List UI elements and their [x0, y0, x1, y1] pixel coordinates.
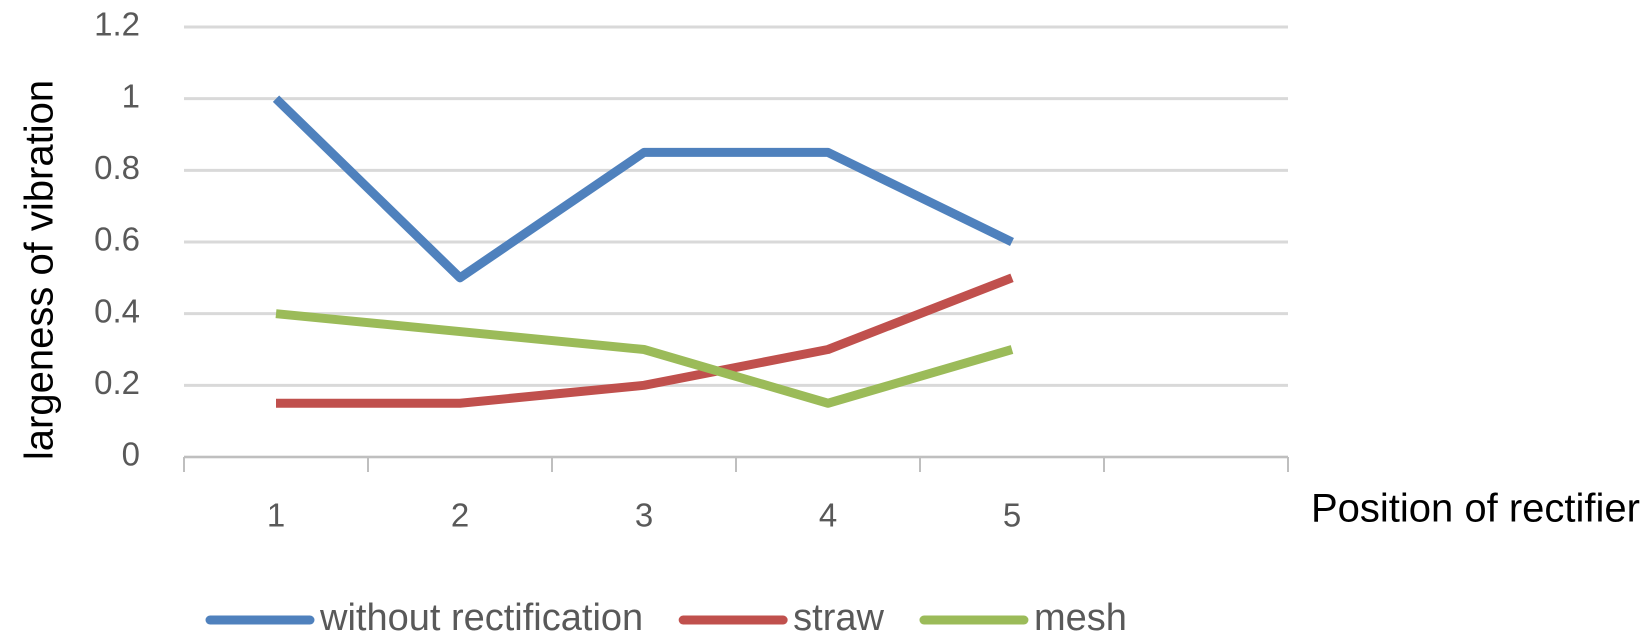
y-tick-label: 1 — [122, 77, 140, 114]
y-tick-label: 0.6 — [94, 221, 140, 258]
x-tick-label: 5 — [1003, 497, 1021, 534]
x-tick-label: 1 — [267, 497, 285, 534]
series-line — [276, 273, 1014, 408]
x-tick-label: 3 — [635, 497, 653, 534]
y-tick-label: 0.4 — [94, 292, 140, 329]
y-tick-label: 0 — [122, 436, 140, 473]
legend-label: mesh — [1034, 597, 1127, 639]
y-axis-label: largeness of vibration — [18, 80, 62, 460]
y-tick-label: 0.8 — [94, 149, 140, 186]
series-line — [275, 309, 1014, 408]
legend-label: without rectification — [319, 597, 643, 639]
series-line — [272, 95, 1014, 283]
y-tick-label: 1.2 — [94, 6, 140, 43]
y-tick-label: 0.2 — [94, 364, 140, 401]
x-tick-label: 4 — [819, 497, 837, 534]
x-axis-label: Position of rectifier — [1311, 487, 1640, 531]
legend-label: straw — [793, 597, 884, 639]
x-tick-label: 2 — [451, 497, 469, 534]
